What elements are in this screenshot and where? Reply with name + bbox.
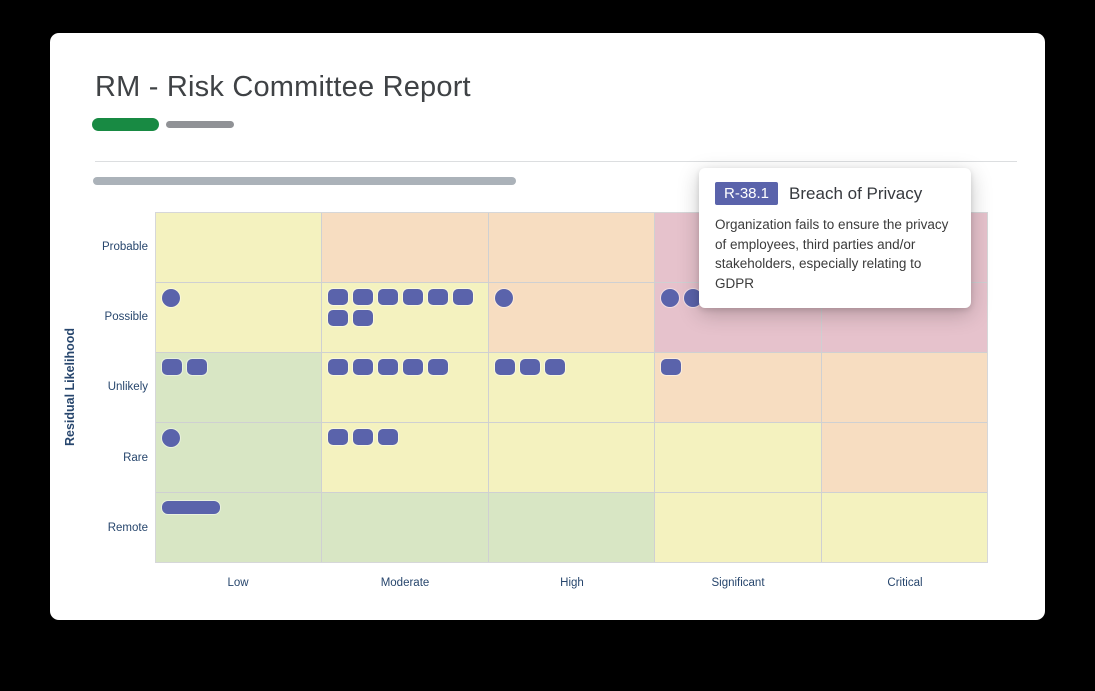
risk-marker-square[interactable] bbox=[353, 359, 374, 375]
risk-marker-square[interactable] bbox=[162, 359, 182, 375]
risk-marker-square[interactable] bbox=[187, 359, 207, 375]
active-tab-pill bbox=[92, 118, 159, 131]
risk-code-badge: R-38.1 bbox=[715, 182, 779, 205]
risk-marker-square[interactable] bbox=[403, 289, 424, 305]
risk-marker-square[interactable] bbox=[403, 359, 424, 375]
matrix-cell-rare-low[interactable] bbox=[156, 423, 322, 492]
risk-marker-square[interactable] bbox=[378, 289, 399, 305]
risk-marker-square[interactable] bbox=[519, 359, 540, 375]
subtitle-skeleton-bar bbox=[93, 177, 516, 185]
risk-marker-circle[interactable] bbox=[494, 289, 513, 307]
risk-marker-square[interactable] bbox=[378, 429, 399, 445]
risk-marker-square[interactable] bbox=[378, 359, 399, 375]
risk-marker-square[interactable] bbox=[661, 359, 682, 375]
matrix-cell-probable-low[interactable] bbox=[156, 213, 322, 282]
risk-marker-square[interactable] bbox=[353, 429, 374, 445]
risk-marker-square[interactable] bbox=[453, 289, 474, 305]
matrix-cell-remote-high[interactable] bbox=[488, 493, 655, 562]
header-divider bbox=[95, 161, 1017, 162]
risk-marker-square[interactable] bbox=[428, 289, 449, 305]
risk-tooltip: R-38.1 Breach of Privacy Organization fa… bbox=[699, 168, 971, 308]
risk-title: Breach of Privacy bbox=[789, 183, 923, 203]
risk-marker-square[interactable] bbox=[494, 359, 515, 375]
matrix-cell-probable-moderate[interactable] bbox=[322, 213, 488, 282]
risk-marker-square[interactable] bbox=[353, 289, 374, 305]
risk-marker-square[interactable] bbox=[328, 359, 349, 375]
page-title: RM - Risk Committee Report bbox=[95, 71, 471, 103]
row-label-possible: Possible bbox=[104, 311, 148, 323]
risk-marker-circle[interactable] bbox=[162, 289, 180, 307]
column-label-critical: Critical bbox=[887, 577, 923, 589]
risk-marker-square[interactable] bbox=[328, 429, 349, 445]
matrix-cell-rare-moderate[interactable] bbox=[322, 423, 488, 492]
risk-tooltip-header: R-38.1 Breach of Privacy bbox=[715, 182, 955, 205]
risk-marker-square[interactable] bbox=[428, 359, 449, 375]
risk-description: Organization fails to ensure the privacy… bbox=[715, 217, 949, 291]
risk-marker-circle[interactable] bbox=[661, 289, 680, 307]
column-label-moderate: Moderate bbox=[380, 577, 430, 589]
matrix-cell-possible-low[interactable] bbox=[156, 283, 322, 352]
matrix-cell-unlikely-moderate[interactable] bbox=[322, 353, 488, 422]
matrix-cell-remote-moderate[interactable] bbox=[322, 493, 488, 562]
risk-marker-square[interactable] bbox=[328, 310, 349, 326]
matrix-cell-unlikely-significant[interactable] bbox=[655, 353, 821, 422]
matrix-cell-possible-moderate[interactable] bbox=[322, 283, 488, 352]
risk-marker-bar[interactable] bbox=[162, 501, 220, 514]
matrix-cell-unlikely-critical[interactable] bbox=[821, 353, 987, 422]
matrix-cell-unlikely-high[interactable] bbox=[488, 353, 655, 422]
matrix-cell-rare-significant[interactable] bbox=[655, 423, 821, 492]
matrix-cell-possible-high[interactable] bbox=[488, 283, 655, 352]
row-label-rare: Rare bbox=[123, 452, 148, 464]
matrix-cell-rare-high[interactable] bbox=[488, 423, 655, 492]
row-label-probable: Probable bbox=[101, 241, 148, 253]
matrix-cell-remote-low[interactable] bbox=[156, 493, 322, 562]
risk-marker-square[interactable] bbox=[328, 289, 349, 305]
matrix-cell-remote-significant[interactable] bbox=[655, 493, 821, 562]
risk-marker-square[interactable] bbox=[544, 359, 565, 375]
matrix-cell-unlikely-low[interactable] bbox=[156, 353, 322, 422]
column-label-low: Low bbox=[227, 577, 249, 589]
risk-marker-circle[interactable] bbox=[684, 289, 703, 307]
matrix-cell-remote-critical[interactable] bbox=[821, 493, 987, 562]
matrix-cell-rare-critical[interactable] bbox=[821, 423, 987, 492]
row-label-unlikely: Unlikely bbox=[107, 381, 148, 393]
column-label-high: High bbox=[560, 577, 584, 589]
report-card: RM - Risk Committee Report Residual Like… bbox=[50, 33, 1045, 620]
y-axis-title: Residual Likelihood bbox=[63, 327, 77, 447]
column-label-significant: Significant bbox=[711, 577, 765, 589]
inactive-tab-pill bbox=[166, 121, 234, 128]
matrix-cell-probable-high[interactable] bbox=[488, 213, 655, 282]
row-label-remote: Remote bbox=[107, 522, 148, 534]
risk-marker-square[interactable] bbox=[353, 310, 374, 326]
risk-marker-circle[interactable] bbox=[162, 429, 180, 447]
